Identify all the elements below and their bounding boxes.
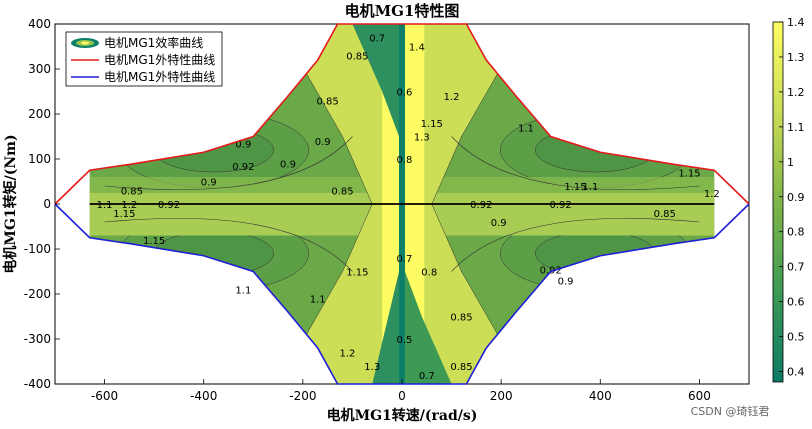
contour-label-1: 0.9: [235, 139, 251, 150]
y-tick-label-7: -300: [24, 332, 51, 346]
y-tick-label-5: -100: [24, 242, 51, 256]
contour-label-19: 1.15: [421, 119, 443, 130]
contour-label-34: 0.92: [549, 200, 571, 211]
contour-line-3: [451, 218, 700, 272]
contour-label-33: 0.7: [419, 371, 435, 382]
contour-label-40: 0.5: [397, 335, 413, 346]
contour-label-32: 0.85: [450, 362, 472, 373]
contour-label-36: 0.92: [158, 200, 180, 211]
contour-line-2: [104, 218, 353, 272]
contour-label-5: 1.15: [143, 236, 165, 247]
x-axis-label: 电机MG1转速/(rad/s): [327, 407, 478, 424]
contour-line-0: [104, 136, 353, 190]
contour-label-35: 0.92: [470, 200, 492, 211]
y-tick-label-3: 100: [28, 152, 51, 166]
contour-fill-lower-dark-right: [404, 271, 452, 384]
legend-item-efficiency: 电机MG1效率曲线: [71, 35, 203, 50]
chart-title: 电机MG1特性图: [345, 2, 460, 20]
contour-label-4: 1.15: [113, 209, 135, 220]
contour-line-1: [451, 136, 700, 190]
colorbar-ticks: 1.4 1.3 1.2 1.1 1 0.9 0.8 0.7 0.6 0.5 0.4: [779, 16, 805, 379]
colorbar-tick-label-7: 0.7: [787, 261, 805, 274]
contour-label-26: 0.9: [491, 218, 507, 229]
contour-label-42: 0.7: [397, 254, 413, 265]
contour-label-41: 0.8: [397, 155, 413, 166]
legend-label-red-curve: 电机MG1外特性曲线: [104, 52, 215, 67]
contour-fill-lower-dark-left: [372, 271, 400, 384]
contour-label-7: 1.1: [310, 295, 326, 306]
contour-label-29: 0.85: [654, 209, 676, 220]
contour-label-3: 0.9: [201, 178, 217, 189]
contour-label-6: 1.1: [235, 286, 251, 297]
contour-label-31: 0.85: [450, 313, 472, 324]
contour-label-0: 0.85: [121, 187, 143, 198]
contour-label-13: 0.9: [315, 137, 331, 148]
y-tick-label-1: 300: [28, 62, 51, 76]
legend-item-blue-curve: 电机MG1外特性曲线: [71, 69, 215, 84]
contour-label-9: 1.2: [340, 349, 356, 360]
y-axis-label: 电机MG1转矩/(Nm): [2, 134, 19, 273]
colorbar-tick-label-4: 1: [787, 156, 794, 169]
contour-label-12: 0.85: [317, 97, 339, 108]
colorbar-tick-label-8: 0.6: [787, 296, 805, 309]
contour-label-39: 0.6: [397, 88, 413, 99]
colorbar-tick-label-1: 1.3: [787, 51, 805, 64]
legend-label-blue-curve: 电机MG1外特性曲线: [104, 69, 215, 84]
contour-label-18: 1.2: [444, 92, 460, 103]
contour-label-10: 1.3: [364, 362, 380, 373]
y-tick-label-4: 0: [43, 197, 51, 211]
y-tick-label-2: 200: [28, 107, 51, 121]
colorbar-tick-label-10: 0.4: [787, 366, 805, 379]
contour-label-30: 0.8: [421, 268, 437, 279]
y-tick-label-6: -200: [24, 287, 51, 301]
x-tick-label-6: 600: [688, 389, 711, 403]
contour-label-22: 1.15: [564, 182, 586, 193]
contour-label-2: 0.92: [232, 162, 254, 173]
y-tick-label-8: -400: [24, 377, 51, 391]
colorbar-tick-label-9: 0.5: [787, 331, 805, 344]
contour-label-20: 1.3: [414, 133, 430, 144]
contour-label-11: 0.9: [280, 160, 296, 171]
y-tick-label-0: 400: [28, 17, 51, 31]
legend-label-efficiency: 电机MG1效率曲线: [104, 35, 203, 50]
colorbar-gradient: [772, 21, 784, 383]
contour-label-37: 1.1: [97, 200, 113, 211]
contour-label-23: 1.1: [582, 182, 598, 193]
contour-label-15: 0.7: [369, 34, 385, 45]
colorbar-tick-label-0: 1.4: [787, 16, 805, 29]
colorbar-tick-label-2: 1.2: [787, 86, 805, 99]
colorbar-tick-label-3: 1.1: [787, 121, 805, 134]
contour-label-25: 1.2: [704, 189, 720, 200]
contour-label-16: 0.85: [346, 52, 368, 63]
legend-item-red-curve: 电机MG1外特性曲线: [71, 52, 215, 67]
x-tick-label-2: -200: [289, 389, 316, 403]
contour-fill-upper-dark-left: [352, 24, 400, 137]
contour-label-28: 0.9: [558, 277, 574, 288]
x-tick-label-4: 200: [490, 389, 513, 403]
tick-layer: -600 -400 -200 0 200 400 600 400 300 200 100 0 -100 -…: [24, 17, 711, 403]
series-line-red: [54, 23, 750, 205]
contour-label-8: 1.15: [346, 268, 368, 279]
contour-label-17: 1.4: [409, 43, 425, 54]
legend-swatch-efficiency-inner: [81, 41, 89, 45]
x-tick-label-3: 0: [398, 389, 406, 403]
x-tick-label-1: -400: [190, 389, 217, 403]
contour-label-21: 1.1: [518, 124, 534, 135]
watermark: CSDN @琦钰君: [691, 405, 770, 418]
colorbar: 1.4 1.3 1.2 1.1 1 0.9 0.8 0.7 0.6 0.5 0.4: [772, 16, 805, 383]
legend: 电机MG1效率曲线 电机MG1外特性曲线 电机MG1外特性曲线: [65, 31, 223, 87]
contour-label-38: 1.2: [121, 200, 137, 211]
colorbar-tick-label-6: 0.8: [787, 226, 805, 239]
x-tick-label-0: -600: [91, 389, 118, 403]
contour-label-24: 1.15: [678, 169, 700, 180]
contour-label-14: 0.85: [331, 187, 353, 198]
colorbar-tick-label-5: 0.9: [787, 191, 805, 204]
x-tick-label-5: 400: [589, 389, 612, 403]
